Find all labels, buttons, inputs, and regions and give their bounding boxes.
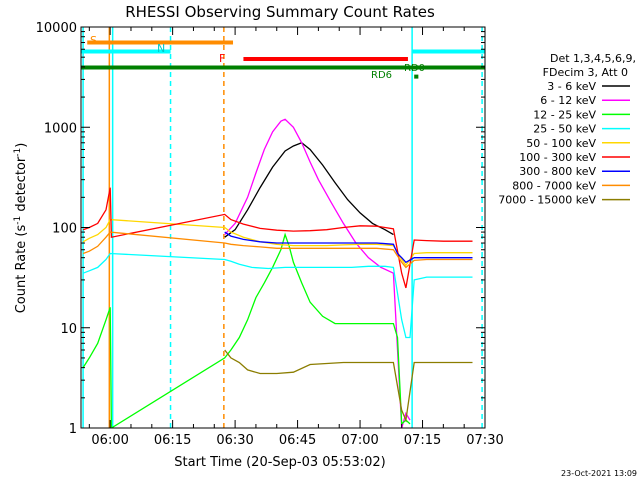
legend-label: 6 - 12 keV: [540, 94, 596, 107]
x-tick-label: 06:00: [91, 433, 128, 448]
flag-label-rd0: RD0: [404, 63, 425, 74]
series-line-6: [224, 231, 473, 264]
x-axis-label: Start Time (20-Sep-03 05:53:02): [174, 455, 385, 470]
legend-label: 800 - 7000 keV: [512, 179, 596, 192]
footer-date: 23-Oct-2021 13:09: [561, 469, 637, 478]
series-lines: [82, 118, 473, 428]
x-tick-label: 06:45: [279, 433, 316, 448]
flag-label-rd6: RD6: [371, 70, 392, 81]
series-line-2: [82, 232, 411, 428]
x-tick-label: 06:30: [216, 433, 253, 448]
legend-label: 7000 - 15000 keV: [498, 194, 596, 207]
y-tick-label: 10000: [36, 21, 77, 36]
legend-label: 25 - 50 keV: [533, 123, 596, 136]
legend-header-2: FDecim 3, Att 0: [543, 66, 628, 79]
y-tick-label: 10: [60, 322, 77, 337]
x-tick-label: 07:30: [466, 433, 503, 448]
flag-label-n: N: [157, 42, 165, 55]
series-line-5: [82, 187, 473, 289]
series-line-0: [224, 142, 394, 238]
flag-vertical-lines: [82, 27, 483, 428]
legend-header-1: Det 1,3,4,5,6,9,: [550, 52, 636, 65]
x-tick-label: 06:15: [154, 433, 191, 448]
y-axis-label: Count Rate (s-1 detector-1): [13, 143, 29, 314]
legend-label: 3 - 6 keV: [547, 80, 596, 93]
series-line-7: [82, 231, 473, 269]
series-line-1: [224, 118, 411, 428]
y-axis-ticks: 1 10 100 1000 10000: [36, 21, 485, 437]
flag-label-f: F: [219, 52, 225, 65]
x-axis-ticks: 06:00 06:15 06:30 06:45 07:00 07:15 07:30: [88, 27, 504, 448]
y-tick-label: 1000: [44, 121, 77, 136]
series-line-4: [82, 218, 473, 267]
flag-label-s: S: [90, 34, 97, 47]
flag-bars: [81, 40, 485, 79]
series-line-3: [82, 252, 473, 339]
legend-label: 12 - 25 keV: [533, 108, 596, 121]
legend-label: 300 - 800 keV: [519, 165, 596, 178]
legend-label: 50 - 100 keV: [526, 137, 596, 150]
plot-frame: [80, 26, 486, 429]
series-line-8: [224, 349, 473, 423]
chart-title: RHESSI Observing Summary Count Rates: [125, 3, 435, 21]
y-tick-label: 100: [52, 222, 77, 237]
x-tick-label: 07:15: [404, 433, 441, 448]
x-tick-label: 07:00: [341, 433, 378, 448]
legend-label: 100 - 300 keV: [519, 151, 596, 164]
y-tick-label: 1: [69, 422, 77, 437]
